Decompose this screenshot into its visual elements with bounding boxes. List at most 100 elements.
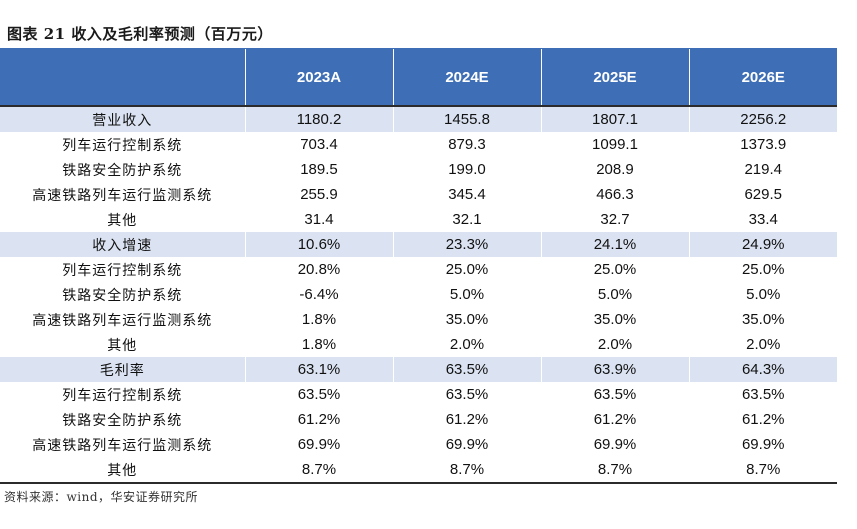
header-cell-label	[0, 48, 245, 106]
value-cell: 5.0%	[392, 282, 541, 307]
header-cell-2026e: 2026E	[688, 48, 837, 106]
forecast-table: 2023A 2024E 2025E 2026E 营业收入 1180.2 1455.8…	[0, 48, 837, 484]
value-cell: 69.9%	[540, 432, 689, 457]
value-cell: 33.4	[688, 207, 837, 232]
row-label: 铁路安全防护系统	[62, 287, 183, 304]
value-cell: 703.4	[244, 132, 393, 157]
row-label: 铁路安全防护系统	[62, 412, 183, 429]
value-cell: 2.0%	[392, 332, 541, 357]
value-cell: 24.9%	[688, 232, 837, 257]
header-cell-2023a: 2023A	[244, 48, 393, 106]
value-cell: 63.5%	[688, 382, 837, 407]
value-cell: 25.0%	[688, 257, 837, 282]
row-label: 列车运行控制系统	[62, 262, 183, 279]
row-label: 高速铁路列车运行监测系统	[32, 187, 213, 204]
table-body: 营业收入 1180.2 1455.8 1807.1 2256.2 列车运行控制系统 703.…	[0, 105, 837, 484]
value-cell: 255.9	[244, 182, 393, 207]
value-cell: 208.9	[540, 157, 689, 182]
value-cell: 1099.1	[540, 132, 689, 157]
value-cell: 8.7%	[392, 457, 541, 484]
value-cell: 1807.1	[540, 105, 689, 132]
value-cell: 63.5%	[540, 382, 689, 407]
row-label: 铁路安全防护系统	[62, 162, 183, 179]
value-cell: 25.0%	[540, 257, 689, 282]
value-cell: 63.5%	[392, 357, 541, 382]
value-cell: 8.7%	[244, 457, 393, 484]
value-cell: 61.2%	[392, 407, 541, 432]
value-cell: 63.5%	[244, 382, 393, 407]
value-cell: 879.3	[392, 132, 541, 157]
value-cell: 8.7%	[540, 457, 689, 484]
table-row: 其他 1.8% 2.0% 2.0% 2.0%	[0, 332, 837, 357]
table-row: 列车运行控制系统 703.4 879.3 1099.1 1373.9	[0, 132, 837, 157]
value-cell: 1.8%	[244, 307, 393, 332]
table-row: 铁路安全防护系统 61.2% 61.2% 61.2% 61.2%	[0, 407, 837, 432]
value-cell: 69.9%	[244, 432, 393, 457]
table-row: 列车运行控制系统 20.8% 25.0% 25.0% 25.0%	[0, 257, 837, 282]
value-cell: 5.0%	[688, 282, 837, 307]
value-cell: 2.0%	[688, 332, 837, 357]
value-cell: 32.1	[392, 207, 541, 232]
value-cell: 8.7%	[688, 457, 837, 484]
value-cell: 5.0%	[540, 282, 689, 307]
value-cell: 345.4	[392, 182, 541, 207]
row-label: 营业收入	[0, 105, 245, 132]
value-cell: 35.0%	[688, 307, 837, 332]
value-cell: 189.5	[244, 157, 393, 182]
value-cell: 1373.9	[688, 132, 837, 157]
header-row: 2023A 2024E 2025E 2026E	[0, 48, 837, 106]
header-cell-2025e: 2025E	[540, 48, 689, 106]
row-label: 其他	[107, 212, 138, 229]
row-label: 列车运行控制系统	[62, 387, 183, 404]
row-label: 高速铁路列车运行监测系统	[32, 437, 213, 454]
row-label: 其他	[0, 457, 245, 484]
row-label: 收入增速	[0, 232, 245, 257]
value-cell: 2256.2	[688, 105, 837, 132]
figure-title: 图表 21 收入及毛利率预测（百万元）	[7, 25, 273, 43]
table-row: 铁路安全防护系统 189.5 199.0 208.9 219.4	[0, 157, 837, 182]
header-cell-2024e: 2024E	[392, 48, 541, 106]
value-cell: 63.1%	[244, 357, 393, 382]
value-cell: 24.1%	[540, 232, 689, 257]
value-cell: 64.3%	[688, 357, 837, 382]
value-cell: 32.7	[540, 207, 689, 232]
table-row-group: 收入增速 10.6% 23.3% 24.1% 24.9%	[0, 232, 837, 257]
value-cell: 1455.8	[392, 105, 541, 132]
source-note: 资料来源：wind，华安证券研究所	[4, 490, 199, 504]
table-row: 其他 31.4 32.1 32.7 33.4	[0, 207, 837, 232]
row-label: 列车运行控制系统	[62, 137, 183, 154]
table-row: 高速铁路列车运行监测系统 255.9 345.4 466.3 629.5	[0, 182, 837, 207]
table-row: 铁路安全防护系统 -6.4% 5.0% 5.0% 5.0%	[0, 282, 837, 307]
row-label: 高速铁路列车运行监测系统	[32, 312, 213, 329]
row-label: 其他	[107, 337, 138, 354]
table-row: 其他 8.7% 8.7% 8.7% 8.7%	[0, 457, 837, 484]
value-cell: 10.6%	[244, 232, 393, 257]
value-cell: 69.9%	[688, 432, 837, 457]
value-cell: 466.3	[540, 182, 689, 207]
value-cell: 20.8%	[244, 257, 393, 282]
value-cell: 23.3%	[392, 232, 541, 257]
value-cell: 199.0	[392, 157, 541, 182]
value-cell: 35.0%	[540, 307, 689, 332]
value-cell: -6.4%	[244, 282, 393, 307]
value-cell: 2.0%	[540, 332, 689, 357]
value-cell: 1.8%	[244, 332, 393, 357]
row-label: 毛利率	[0, 357, 245, 382]
value-cell: 31.4	[244, 207, 393, 232]
table-row: 高速铁路列车运行监测系统 69.9% 69.9% 69.9% 69.9%	[0, 432, 837, 457]
value-cell: 61.2%	[540, 407, 689, 432]
value-cell: 61.2%	[244, 407, 393, 432]
value-cell: 219.4	[688, 157, 837, 182]
table-row-group: 营业收入 1180.2 1455.8 1807.1 2256.2	[0, 105, 837, 132]
value-cell: 25.0%	[392, 257, 541, 282]
table-row: 列车运行控制系统 63.5% 63.5% 63.5% 63.5%	[0, 382, 837, 407]
value-cell: 61.2%	[688, 407, 837, 432]
value-cell: 63.9%	[540, 357, 689, 382]
value-cell: 69.9%	[392, 432, 541, 457]
value-cell: 63.5%	[392, 382, 541, 407]
table-row: 高速铁路列车运行监测系统 1.8% 35.0% 35.0% 35.0%	[0, 307, 837, 332]
value-cell: 1180.2	[244, 105, 393, 132]
value-cell: 629.5	[688, 182, 837, 207]
table-row-group: 毛利率 63.1% 63.5% 63.9% 64.3%	[0, 357, 837, 382]
value-cell: 35.0%	[392, 307, 541, 332]
